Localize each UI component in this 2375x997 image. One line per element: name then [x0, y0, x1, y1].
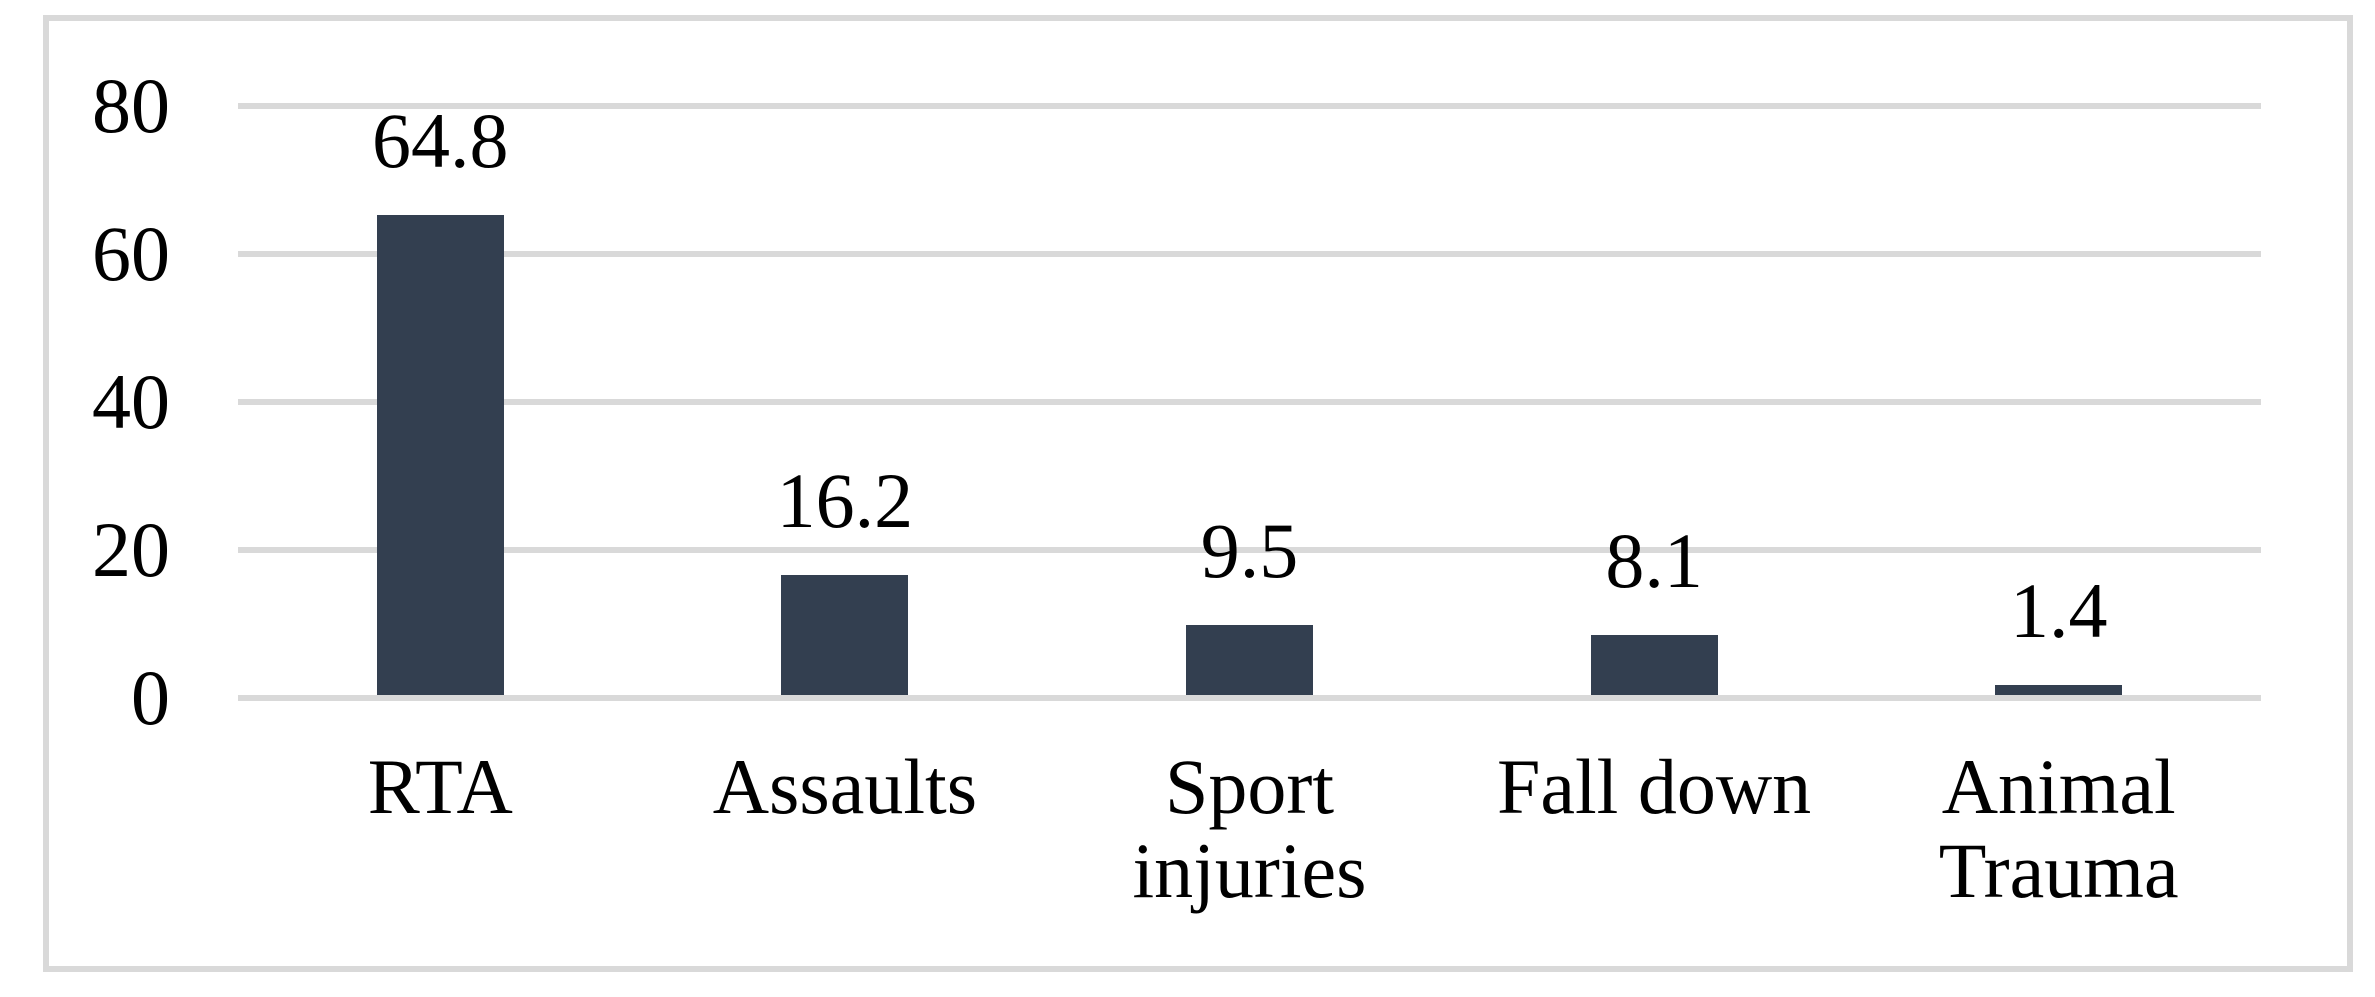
bar-sport-injuries	[1186, 624, 1313, 695]
value-label-sport-injuries: 9.5	[1200, 506, 1299, 594]
x-axis-line	[238, 695, 2261, 701]
value-label-assaults: 16.2	[776, 457, 914, 545]
y-axis-tick-label-80: 80	[92, 62, 170, 149]
value-label-rta: 64.8	[372, 97, 509, 185]
y-axis-tick-label-40: 40	[92, 358, 170, 445]
category-label-sport-injuries: Sport injuries	[1132, 743, 1367, 914]
gridline-40	[238, 399, 2261, 405]
y-axis-tick-label-60: 60	[92, 210, 170, 297]
gridline-60	[238, 251, 2261, 257]
bar-animal-trauma	[1995, 684, 2123, 695]
category-label-fall-down: Fall down	[1497, 743, 1812, 830]
category-label-animal-trauma: Animal Trauma	[1938, 743, 2179, 914]
category-label-rta: RTA	[367, 743, 513, 830]
gridline-20	[238, 547, 2261, 553]
category-label-assaults: Assaults	[712, 743, 978, 830]
value-label-animal-trauma: 1.4	[2009, 566, 2108, 654]
bar-fall-down	[1590, 635, 1718, 695]
value-label-fall-down: 8.1	[1605, 517, 1703, 605]
bar-assaults	[781, 575, 909, 695]
bar-rta	[376, 215, 504, 695]
gridline-80	[238, 103, 2261, 109]
y-axis-tick-label-0: 0	[131, 654, 170, 741]
y-axis-tick-label-20: 20	[92, 506, 170, 593]
